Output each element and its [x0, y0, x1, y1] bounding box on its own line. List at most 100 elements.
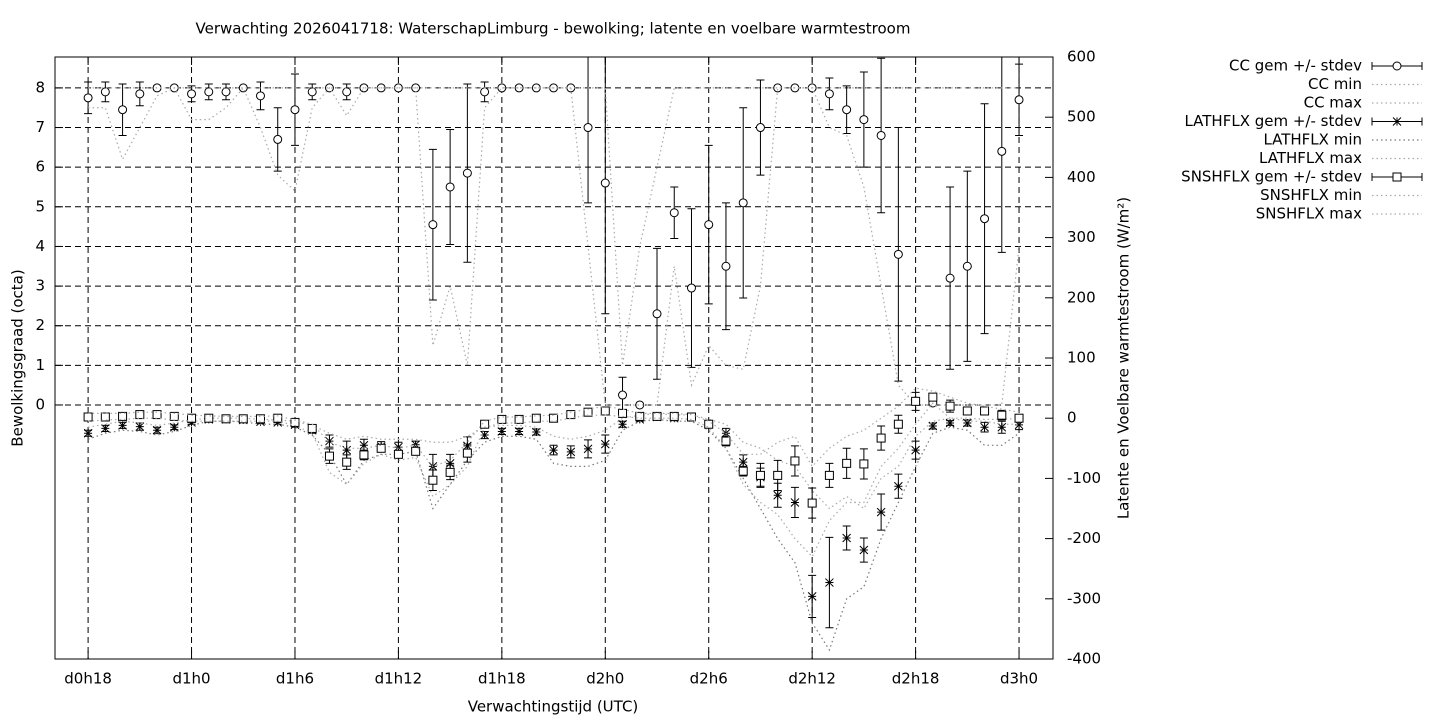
data-point — [169, 422, 179, 432]
data-point — [773, 470, 783, 480]
data-point — [324, 451, 334, 461]
data-point — [480, 419, 490, 429]
data-point — [721, 436, 731, 446]
data-point — [997, 146, 1007, 156]
legend-label: CC max — [1304, 94, 1363, 112]
data-point — [187, 413, 197, 423]
data-point — [755, 123, 765, 133]
data-point — [669, 411, 679, 421]
data-point — [790, 498, 800, 507]
data-point — [738, 457, 748, 467]
data-point — [928, 421, 938, 431]
plot-frame — [54, 56, 1054, 660]
data-point — [118, 421, 127, 430]
y2-tick-label: 100 — [1067, 349, 1096, 367]
data-point — [549, 445, 558, 455]
data-point — [290, 417, 300, 427]
data-point — [497, 414, 507, 424]
legend-label: SNSHFLX min — [1260, 186, 1362, 204]
data-point — [428, 220, 438, 230]
data-point — [255, 91, 265, 101]
x-tick-label: d2h18 — [892, 670, 940, 688]
data-point — [704, 220, 714, 230]
data-point — [928, 392, 938, 402]
data-point — [755, 470, 765, 480]
x-tick-label: d2h12 — [788, 670, 836, 688]
y-tick-label: 2 — [35, 316, 45, 334]
legend-label: LATHFLX gem +/- stdev — [1184, 112, 1362, 130]
data-point — [945, 401, 955, 411]
y2-axis-label: Latente en Voelbare warmtestroom (W/m²) — [1115, 197, 1133, 519]
data-point — [462, 448, 472, 458]
data-point — [980, 422, 989, 432]
data-point — [118, 411, 128, 421]
legend-label: LATHFLX max — [1259, 149, 1362, 167]
legend-label: LATHFLX min — [1263, 131, 1362, 149]
y2-tick-label: 200 — [1067, 288, 1096, 306]
y-tick-label: 0 — [35, 395, 45, 413]
data-point — [738, 198, 748, 208]
y2-tick-label: 400 — [1067, 168, 1096, 186]
data-point — [100, 424, 110, 433]
data-point — [618, 419, 627, 429]
data-point — [411, 446, 421, 456]
data-point — [618, 390, 628, 400]
y-tick-label: 3 — [35, 277, 45, 295]
data-point — [514, 427, 524, 436]
range-line — [88, 86, 1020, 406]
data-point — [842, 533, 851, 543]
data-point — [859, 545, 869, 555]
data-point — [600, 406, 610, 416]
data-point — [359, 450, 369, 460]
y-tick-label: 1 — [35, 356, 45, 374]
data-point — [393, 449, 403, 459]
data-point — [359, 440, 369, 450]
legend-marker — [1392, 172, 1402, 182]
data-point — [704, 419, 714, 429]
y-tick-label: 7 — [35, 118, 45, 136]
data-point — [342, 445, 352, 455]
data-point — [273, 134, 283, 144]
y2-tick-label: 0 — [1067, 409, 1077, 427]
data-point — [83, 412, 93, 422]
data-point — [721, 261, 731, 271]
data-point — [893, 249, 903, 259]
data-point — [773, 490, 783, 500]
data-point — [100, 87, 110, 97]
data-point — [945, 273, 955, 283]
data-point — [997, 410, 1007, 420]
legend-label: CC gem +/- stdev — [1229, 57, 1362, 75]
y2-tick-label: 500 — [1067, 108, 1096, 126]
data-point — [514, 414, 524, 424]
y-tick-label: 4 — [35, 237, 45, 255]
data-point — [876, 507, 886, 517]
data-point — [600, 178, 610, 188]
data-point — [824, 89, 834, 99]
data-point — [790, 456, 800, 466]
y-tick-label: 5 — [35, 197, 45, 215]
data-point — [686, 283, 696, 293]
data-point — [635, 411, 645, 421]
data-point — [135, 410, 145, 420]
data-point — [255, 414, 265, 424]
x-tick-label: d1h0 — [172, 670, 210, 688]
data-point — [911, 445, 920, 455]
data-point — [1014, 95, 1024, 105]
legend-label: CC min — [1308, 75, 1362, 93]
data-point — [445, 182, 455, 192]
x-tick-label: d1h18 — [478, 670, 526, 688]
data-point — [118, 105, 128, 115]
legend-label: SNSHFLX gem +/- stdev — [1181, 168, 1362, 186]
plot-area — [83, 57, 1024, 652]
data-point — [238, 414, 248, 424]
data-point — [876, 433, 886, 443]
y2-tick-label: 300 — [1067, 228, 1096, 246]
data-point — [152, 425, 162, 435]
y2-tick-label: 600 — [1067, 48, 1096, 66]
data-point — [618, 408, 628, 418]
data-point — [462, 168, 472, 178]
data-point — [894, 481, 903, 491]
data-point — [859, 459, 869, 469]
